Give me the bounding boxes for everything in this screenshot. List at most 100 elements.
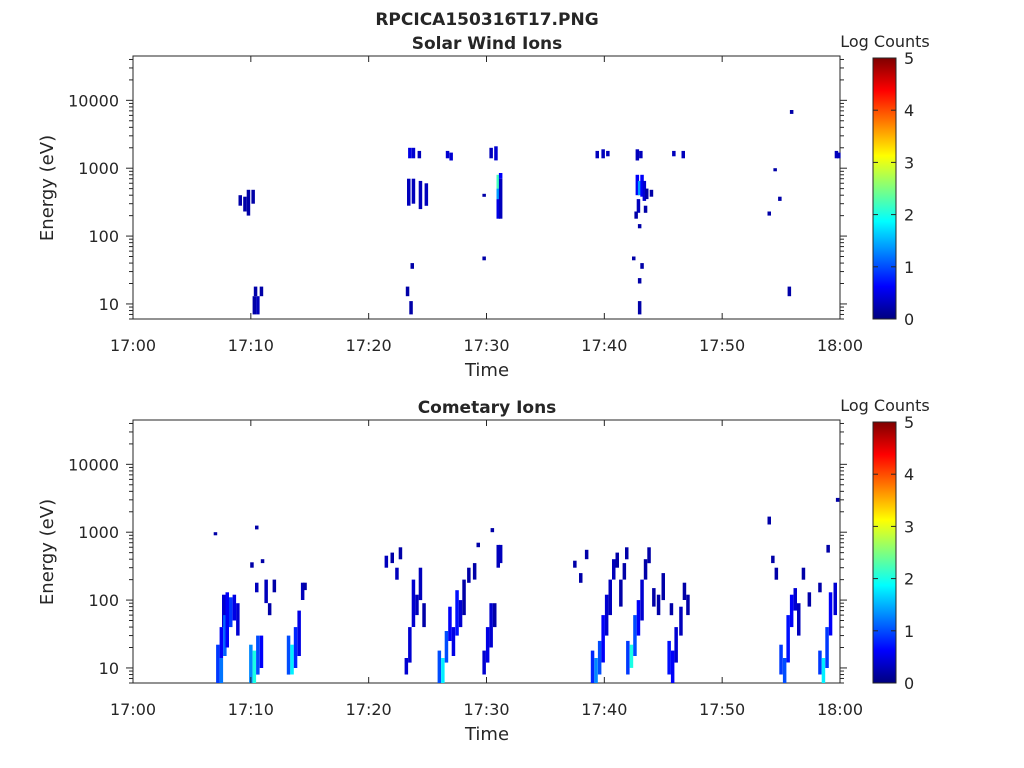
colorbar-label: Log Counts: [840, 32, 930, 51]
heatmap-cell: [398, 547, 403, 560]
heatmap-cell: [674, 627, 678, 663]
heatmap-cell: [482, 256, 486, 261]
heatmap-cell: [579, 573, 583, 583]
heatmap-cells: [238, 110, 841, 315]
heatmap-cell: [835, 497, 840, 502]
heatmap-cell: [594, 658, 598, 683]
heatmap-cell: [636, 600, 641, 636]
x-tick-label: 17:20: [346, 700, 392, 719]
heatmap-cell: [645, 188, 649, 200]
heatmap-cell: [643, 205, 648, 213]
heatmap-cell: [601, 149, 605, 159]
heatmap-cell: [786, 615, 790, 663]
panel-title: Solar Wind Ions: [412, 34, 563, 54]
heatmap-cell: [767, 211, 771, 216]
heatmap-cell: [647, 547, 651, 564]
y-axis-ticks: 10 100 1000 10000: [68, 58, 847, 320]
colorbar-tick-label: 4: [904, 465, 914, 484]
heatmap-cell: [667, 640, 671, 675]
heatmap-cell: [643, 559, 648, 580]
heatmap-cell: [232, 594, 237, 621]
heatmap-cell: [411, 147, 416, 159]
heatmap-cell: [408, 147, 412, 159]
heatmap-cell: [437, 650, 442, 683]
heatmap-cell: [633, 615, 637, 656]
heatmap-cell: [300, 582, 305, 600]
x-tick-label: 17:40: [581, 700, 627, 719]
heatmap-cell: [256, 635, 260, 675]
heatmap-cell: [238, 195, 242, 206]
heatmap-cell: [405, 286, 410, 297]
heatmap-cell: [601, 615, 605, 663]
heatmap-cell: [686, 594, 690, 616]
heatmap-cell: [789, 110, 794, 114]
heatmap-cell: [622, 563, 627, 580]
heatmap-cell: [255, 582, 259, 593]
heatmap-cell: [441, 658, 445, 683]
heatmap-cell: [462, 579, 466, 616]
heatmap-cell: [272, 579, 277, 593]
x-tick-label: 17:10: [228, 336, 274, 355]
heatmap-cell: [661, 573, 665, 601]
y-tick-label: 10: [99, 295, 119, 314]
heatmap-cell: [395, 567, 399, 580]
heatmap-cell: [424, 183, 429, 206]
heatmap-cell: [411, 178, 416, 204]
heatmap-cell: [494, 146, 498, 161]
heatmap-cell: [407, 178, 411, 206]
colorbar-gradient: [872, 57, 897, 320]
heatmap-cell: [451, 627, 456, 656]
x-tick-label: 17:10: [228, 700, 274, 719]
heatmap-cell: [774, 567, 779, 580]
heatmap-cell: [286, 635, 291, 675]
colorbar-tick-label: 1: [904, 622, 914, 641]
heatmap-cell: [632, 256, 636, 261]
heatmap-cell: [573, 560, 577, 568]
heatmap-cell: [670, 650, 675, 683]
heatmap-cell: [485, 627, 490, 663]
heatmap-cell: [787, 286, 792, 297]
heatmap-cell: [404, 658, 409, 675]
y-tick-label: 1000: [78, 159, 119, 178]
heatmap-cell: [639, 150, 643, 159]
heatmap-cell: [255, 525, 259, 530]
colorbar-tick-label: 0: [904, 674, 914, 693]
x-tick-label: 18:00: [817, 336, 863, 355]
panel-title: Cometary Ions: [418, 398, 557, 418]
heatmap-cell: [672, 150, 676, 157]
y-tick-label: 100: [88, 227, 119, 246]
colorbar-ticks: 0 1 2 3 4 5: [873, 49, 914, 329]
x-tick-label: 17:50: [699, 700, 745, 719]
colorbar-tick-label: 4: [904, 101, 914, 120]
heatmap-cell: [640, 174, 644, 197]
heatmap-cell: [640, 579, 644, 621]
heatmap-cell: [260, 559, 265, 564]
heatmap-cell: [801, 567, 806, 580]
figure-filename-title: RPCICA150316T17.PNG: [375, 10, 598, 30]
colorbar-tick-label: 3: [904, 153, 914, 172]
heatmap-cell: [267, 603, 272, 616]
heatmap-cell: [608, 579, 612, 616]
y-axis-ticks: 10 100 1000 10000: [68, 422, 847, 684]
colorbar: Log Counts 0 1 2 3 4 5: [840, 32, 930, 329]
heatmap-cell: [584, 549, 589, 560]
heatmap-cell: [771, 555, 775, 564]
heatmap-cell: [615, 552, 619, 568]
heatmap-cell: [253, 286, 258, 297]
heatmap-cell: [249, 644, 253, 683]
heatmap-cell: [637, 301, 642, 315]
heatmap-cell: [293, 627, 298, 668]
heatmap-cell: [604, 594, 609, 636]
heatmap-cell: [409, 301, 413, 315]
y-tick-label: 10: [99, 659, 119, 678]
y-axis-label: Energy (eV): [37, 135, 58, 241]
heatmap-cell: [448, 606, 452, 641]
heatmap-cell: [637, 278, 642, 284]
heatmap-cell: [652, 588, 656, 607]
colorbar-ticks: 0 1 2 3 4 5: [873, 413, 914, 693]
heatmap-cell: [807, 592, 812, 607]
heatmap-cell: [384, 555, 389, 568]
heatmap-cell: [444, 631, 449, 663]
heatmap-cell: [252, 296, 257, 315]
heatmap-cell: [626, 640, 630, 675]
